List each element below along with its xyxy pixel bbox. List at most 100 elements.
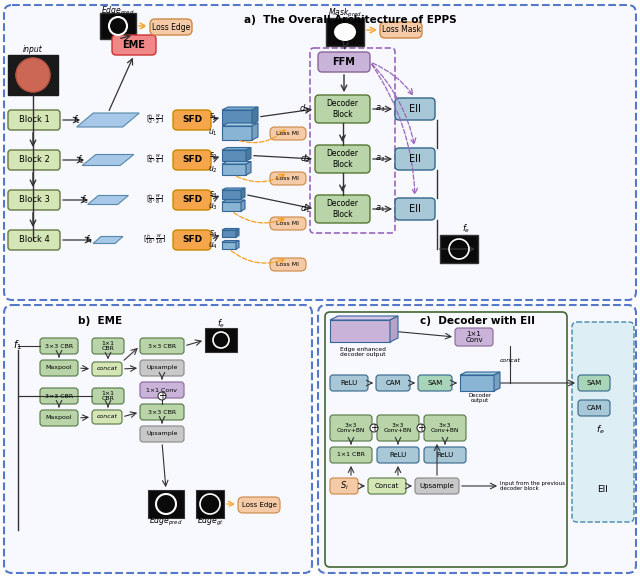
Text: $d_3$: $d_3$ [300,103,310,115]
Polygon shape [252,107,258,124]
Text: $f_e$: $f_e$ [596,424,604,436]
Text: 1×1 Conv: 1×1 Conv [147,388,177,392]
Text: 3×3 CBR: 3×3 CBR [148,410,176,415]
FancyBboxPatch shape [8,230,60,250]
Text: $a_3$: $a_3$ [375,104,385,114]
Polygon shape [460,375,494,391]
Polygon shape [222,190,241,199]
Text: 3×3 CBR: 3×3 CBR [45,393,73,399]
Bar [100,13,136,39]
FancyBboxPatch shape [318,52,370,72]
FancyBboxPatch shape [140,360,184,376]
FancyBboxPatch shape [415,478,459,494]
FancyBboxPatch shape [8,190,60,210]
Text: $[\frac{h}{8},\frac{w}{8}]$: $[\frac{h}{8},\frac{w}{8}]$ [146,193,164,207]
Text: Block 2: Block 2 [19,156,49,165]
Text: Decoder
Block: Decoder Block [326,149,358,169]
Text: ReLU: ReLU [389,452,406,458]
Polygon shape [222,107,258,110]
Text: input: input [23,46,43,55]
Text: SFD: SFD [182,156,202,165]
Polygon shape [82,154,134,165]
Text: Loss MI: Loss MI [276,262,300,267]
FancyBboxPatch shape [92,338,124,354]
Text: $f_1$: $f_1$ [73,113,81,126]
FancyBboxPatch shape [330,375,368,391]
Text: $f_e$: $f_e$ [217,318,225,330]
Polygon shape [93,237,123,244]
Text: Decoder
Block: Decoder Block [326,199,358,219]
FancyBboxPatch shape [40,388,78,404]
Text: Loss Mask: Loss Mask [381,25,420,35]
Text: SFD: SFD [182,195,202,204]
Text: $f_e$: $f_e$ [462,223,470,235]
Circle shape [158,392,166,400]
Text: ReLU: ReLU [436,452,454,458]
Text: Maxpool: Maxpool [45,415,72,420]
FancyBboxPatch shape [578,400,610,416]
FancyBboxPatch shape [315,195,370,223]
Polygon shape [222,188,245,190]
Bar [440,235,478,263]
FancyBboxPatch shape [376,375,410,391]
FancyBboxPatch shape [377,447,419,463]
Bar [8,55,58,95]
Text: concat: concat [97,366,118,372]
Text: CAM: CAM [586,405,602,411]
Polygon shape [222,161,251,164]
Polygon shape [222,126,252,140]
Text: $[\frac{h}{2},\frac{w}{2}]$: $[\frac{h}{2},\frac{w}{2}]$ [146,113,164,127]
Text: Maxpool: Maxpool [45,366,72,370]
FancyBboxPatch shape [395,198,435,220]
Text: $Mask_{pred}$: $Mask_{pred}$ [328,6,362,20]
Text: $Edge_{gt}$: $Edge_{gt}$ [196,514,223,528]
FancyBboxPatch shape [40,360,78,376]
FancyBboxPatch shape [395,148,435,170]
Polygon shape [222,241,239,242]
FancyBboxPatch shape [380,22,422,38]
FancyBboxPatch shape [330,478,358,494]
FancyBboxPatch shape [270,127,306,140]
FancyBboxPatch shape [572,322,634,522]
Text: +: + [417,423,425,433]
Text: $u_1$: $u_1$ [208,128,218,138]
Text: $f_3$: $f_3$ [81,194,89,206]
Polygon shape [330,320,390,342]
Text: SAM: SAM [586,380,602,386]
Bar [148,490,184,518]
Polygon shape [241,188,245,199]
Text: c)  Decoder with EII: c) Decoder with EII [419,316,534,326]
Text: $f_2$: $f_2$ [77,154,85,166]
Text: Upsample: Upsample [420,483,454,489]
Polygon shape [88,195,129,204]
Polygon shape [246,161,251,175]
Text: $d_2$: $d_2$ [300,153,310,165]
FancyBboxPatch shape [173,150,211,170]
Text: $d_1$: $d_1$ [300,203,310,215]
FancyBboxPatch shape [377,415,419,441]
Text: concat: concat [499,358,520,362]
Text: $u_4$: $u_4$ [208,240,218,251]
FancyBboxPatch shape [318,305,636,573]
Polygon shape [330,316,398,320]
Text: 1×1
Conv: 1×1 Conv [465,331,483,343]
Text: SAM: SAM [428,380,443,386]
Polygon shape [222,147,251,150]
FancyBboxPatch shape [424,447,466,463]
Text: Upsample: Upsample [147,431,178,437]
Text: EII: EII [409,104,421,114]
FancyBboxPatch shape [315,95,370,123]
Text: +: + [158,391,166,401]
Polygon shape [222,229,239,230]
Polygon shape [222,230,236,237]
Ellipse shape [334,23,356,41]
Text: 3×3 CBR: 3×3 CBR [148,343,176,348]
Text: EII: EII [409,204,421,214]
Polygon shape [236,229,239,237]
FancyBboxPatch shape [270,217,306,230]
Text: a)  The Overall Architecture of EPPS: a) The Overall Architecture of EPPS [244,15,456,25]
FancyBboxPatch shape [270,258,306,271]
FancyBboxPatch shape [4,305,312,573]
Polygon shape [222,110,252,124]
FancyBboxPatch shape [424,415,466,441]
